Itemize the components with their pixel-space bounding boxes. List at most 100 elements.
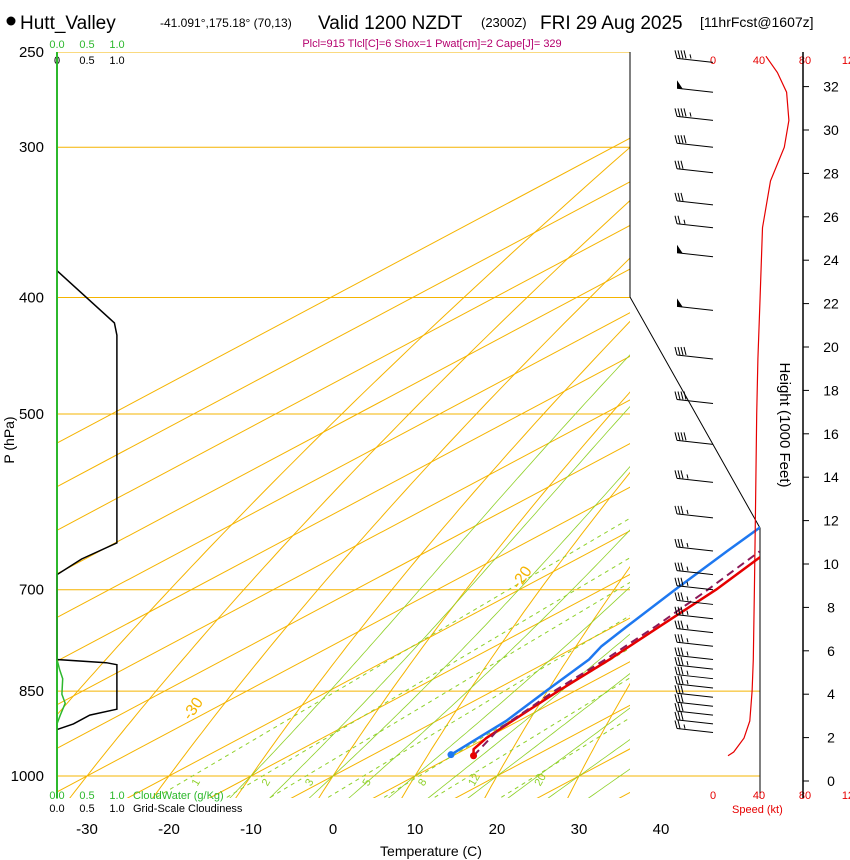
height-tick-label: 0 xyxy=(827,773,835,789)
wind-barb-feather xyxy=(680,538,684,548)
wind-barb-staff xyxy=(676,585,714,591)
moist-adiabat-line xyxy=(387,586,630,798)
isotherm-line xyxy=(57,355,630,662)
mixing-ratio-line xyxy=(268,581,630,798)
wind-barb-half-feather xyxy=(686,651,689,656)
wind-barb-feather xyxy=(680,192,684,201)
pressure-tick-label: 500 xyxy=(19,406,44,423)
wind-barb xyxy=(674,346,714,360)
speed-bottom-tick: 40 xyxy=(753,790,765,802)
wind-barb-feather xyxy=(677,391,681,400)
wind-barb-staff xyxy=(676,727,714,733)
wind-barb-feather xyxy=(674,215,678,224)
wind-barb-feather xyxy=(677,108,681,117)
height-tick-label: 12 xyxy=(823,513,839,529)
wind-barb-feather xyxy=(680,657,684,666)
height-tick-label: 28 xyxy=(823,165,839,181)
wind-barb-feather xyxy=(674,675,678,685)
moist-adiabat-line xyxy=(507,707,630,798)
wind-barb-feather xyxy=(677,577,681,586)
station-name: Hutt_Valley xyxy=(20,13,116,34)
dewpoint-profile-line xyxy=(450,525,760,756)
wind-barb-feather xyxy=(677,538,681,548)
wind-barb-feather xyxy=(677,215,681,224)
mixing-ratio-label: 5 xyxy=(360,777,373,788)
thermo-grid xyxy=(57,52,760,798)
isotherm-line xyxy=(57,486,630,793)
cloudwater-top-tick: 1.0 xyxy=(109,39,124,51)
wind-barb-flag xyxy=(677,80,683,90)
wind-barb-feather xyxy=(674,391,678,400)
wind-barb-feather xyxy=(674,720,678,729)
wind-barb-staff xyxy=(676,641,714,647)
wind-barb-half-feather xyxy=(686,624,689,629)
wind-speed-line xyxy=(727,55,790,757)
pressure-tick-label: 400 xyxy=(19,289,44,306)
wind-barb xyxy=(674,694,714,707)
wind-barb-feather xyxy=(680,432,684,441)
cloudiness-top-tick: 0.5 xyxy=(79,55,94,67)
height-tick-label: 20 xyxy=(823,339,839,355)
wind-barb-feather xyxy=(677,606,681,615)
mixing-ratio-label: 8 xyxy=(416,777,429,788)
wind-barb-feather xyxy=(674,160,678,169)
wind-barb-feather xyxy=(674,703,678,712)
wind-barb-staff xyxy=(676,692,714,698)
wind-barb xyxy=(674,562,714,576)
isotherm-line xyxy=(57,312,630,619)
isotherm-line xyxy=(57,268,630,575)
wind-barb-staff xyxy=(676,200,714,206)
wind-barb-staff xyxy=(676,57,714,63)
moist-adiabat-line xyxy=(427,633,630,798)
wind-barb-staff xyxy=(676,701,714,707)
wind-barb-staff xyxy=(676,683,714,689)
cloudiness-bottom-tick: 0.5 xyxy=(79,803,94,815)
wind-barb-feather xyxy=(680,562,684,571)
wind-barb xyxy=(676,80,714,93)
wind-barb-feather xyxy=(674,577,678,586)
isotherm-line xyxy=(372,661,630,798)
temperature-tick-label: 40 xyxy=(653,821,670,838)
isotherm-line xyxy=(57,399,630,706)
wind-barb-feather xyxy=(680,50,684,59)
wind-barb xyxy=(674,685,714,698)
forecast-info: [11hrFcst@1607z] xyxy=(700,14,814,30)
wind-barb xyxy=(674,666,714,680)
wind-barb-feather xyxy=(677,657,681,666)
wind-barb-feather xyxy=(680,592,684,601)
height-tick-label: 18 xyxy=(823,382,839,398)
temperature-tick-label: 30 xyxy=(571,821,588,838)
pressure-tick-label: 250 xyxy=(19,44,44,61)
temperature-tick-label: 0 xyxy=(329,821,337,838)
wind-barb-half-feather xyxy=(686,542,689,548)
wind-barb-feather xyxy=(680,160,684,169)
wind-barb xyxy=(674,620,714,634)
wind-barb-feather xyxy=(680,470,684,479)
y-axis-label: P (hPa) xyxy=(1,416,17,463)
temperature-tick-label: -30 xyxy=(76,821,98,838)
valid-time: Valid 1200 NZDT xyxy=(318,13,463,34)
isotherm-line xyxy=(57,137,630,444)
station-coords: -41.091°,175.18° (70,13) xyxy=(160,16,292,30)
wind-barb xyxy=(676,298,714,311)
wind-barb-feather xyxy=(680,685,684,694)
temperature-tick-label: 10 xyxy=(407,821,424,838)
wind-barb-feather xyxy=(680,391,684,400)
wind-barb-staff xyxy=(676,354,714,360)
dry-adiabat-line xyxy=(69,199,630,798)
wind-barb-half-feather xyxy=(686,670,689,676)
cloudiness-label: Grid-Scale Cloudiness xyxy=(133,803,243,815)
pressure-tick-label: 700 xyxy=(19,582,44,599)
wind-barb-feather xyxy=(677,703,681,712)
wind-barb-feather xyxy=(680,703,684,712)
dry-adiabat-line xyxy=(401,471,630,798)
wind-barb-feather xyxy=(677,720,681,729)
wind-barb-feather xyxy=(674,657,678,666)
isotherm-line xyxy=(126,530,630,798)
wind-barb xyxy=(674,215,714,229)
cloudiness-top-tick: 1.0 xyxy=(109,55,124,67)
wind-barb-staff xyxy=(676,477,714,483)
temperature-tick-label: 20 xyxy=(489,821,506,838)
height-tick-label: 30 xyxy=(823,122,839,138)
